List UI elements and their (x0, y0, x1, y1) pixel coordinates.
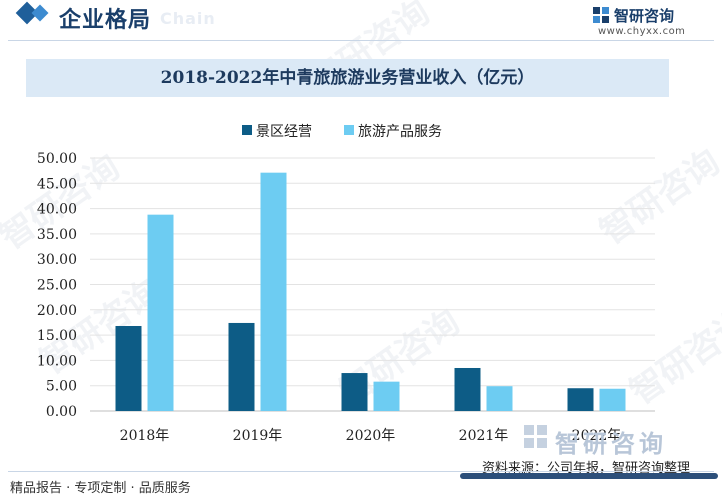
chart-title: 2018-2022年中青旅旅游业务营业收入（亿元） (160, 68, 535, 88)
bar-tour-products-3 (486, 386, 513, 411)
chart-title-band: 2018-2022年中青旅旅游业务营业收入（亿元） (26, 59, 669, 97)
bar-scenic-3 (454, 367, 481, 411)
bar-tour-products-2 (373, 381, 400, 411)
brand-name: 智研咨询 (614, 7, 675, 25)
page-footer: 精品报告 · 专项定制 · 品质服务 (0, 471, 722, 498)
source-note: 资料来源：公司年报，智研咨询整理 (482, 461, 691, 476)
bottom-brand-name: 智研咨询 (555, 430, 667, 458)
bar-tour-products-0 (147, 214, 174, 411)
footer-divider (8, 471, 714, 472)
y-tick-label: 5.00 (46, 379, 77, 395)
bar-tour-products-4 (599, 388, 626, 411)
bottom-brand-mark: 智研咨询 (523, 424, 663, 458)
header-divider (8, 40, 714, 41)
y-tick-label: 15.00 (37, 328, 77, 344)
footer-tagline: 精品报告 · 专项定制 · 品质服务 (10, 481, 191, 496)
brand-logo-icon (593, 7, 609, 23)
y-tick-label: 25.00 (37, 278, 77, 294)
y-tick-label: 30.00 (37, 252, 77, 268)
brand-url[interactable]: www.chyxx.com (598, 26, 686, 37)
y-tick-label: 35.00 (37, 227, 77, 243)
x-tick-label: 2022年 (572, 428, 622, 444)
legend-swatch-scenic (242, 125, 252, 135)
brand-logo-block[interactable]: 智研咨询 www.chyxx.com (592, 4, 692, 40)
legend-label-scenic: 景区经营 (256, 124, 312, 140)
bar-scenic-2 (341, 373, 368, 411)
bar-scenic-0 (115, 325, 142, 411)
ghost-text: Chain (160, 9, 216, 28)
page-header: 企业格局 Chain 智研咨询 www.chyxx.com (0, 0, 722, 44)
bar-tour-products-1 (260, 172, 287, 411)
y-tick-label: 50.00 (37, 151, 77, 167)
section-title: 企业格局 (59, 8, 152, 33)
y-tick-label: 20.00 (37, 303, 77, 319)
legend-swatch-tour-products (344, 125, 354, 135)
x-tick-label: 2019年 (233, 428, 283, 444)
y-tick-label: 45.00 (37, 176, 77, 192)
x-tick-label: 2020年 (346, 428, 396, 444)
bar-scenic-1 (228, 322, 255, 411)
x-tick-label: 2021年 (459, 428, 509, 444)
y-tick-label: 0.00 (46, 404, 77, 420)
legend-label-tour-products: 旅游产品服务 (358, 124, 442, 140)
bar-scenic-4 (567, 388, 594, 411)
y-tick-label: 10.00 (37, 353, 77, 369)
footer-accent-bar (460, 473, 718, 479)
x-tick-label: 2018年 (120, 428, 170, 444)
bar-chart: 0.00 5.00 10.00 15.00 20.00 25.00 30.00 35.00 40… (37, 151, 655, 444)
bottom-brand-icon (524, 425, 547, 448)
y-tick-label: 40.00 (37, 202, 77, 218)
